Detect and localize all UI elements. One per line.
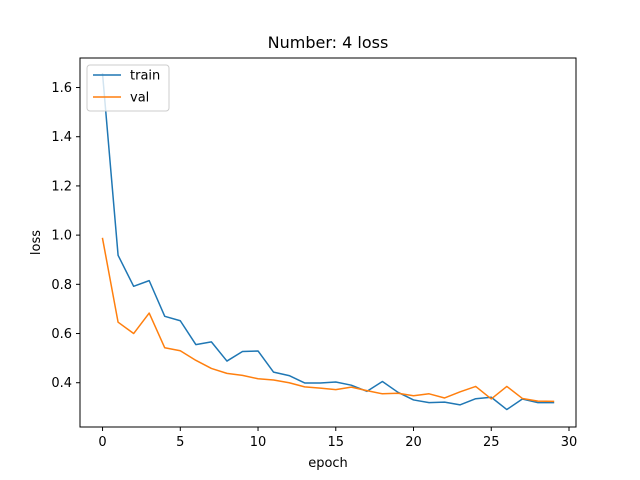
x-tick-label: 0 [98, 435, 106, 450]
y-tick-label: 1.4 [51, 130, 72, 145]
y-tick-label: 1.6 [51, 81, 72, 96]
series-line-val [101, 237, 555, 403]
x-axis-ticks: 0 5 10 15 20 25 30 [98, 427, 577, 450]
legend-label-train: train [130, 69, 160, 84]
x-axis-label: epoch [308, 456, 348, 471]
x-tick-label: 20 [405, 435, 422, 450]
x-tick-label: 5 [176, 435, 184, 450]
x-tick-label: 30 [561, 435, 578, 450]
y-tick-label: 0.8 [51, 278, 72, 293]
y-tick-label: 1.2 [51, 179, 72, 194]
x-tick-label: 15 [328, 435, 345, 450]
series-line-train [101, 73, 555, 411]
legend-box [86, 64, 170, 112]
x-tick-label: 10 [250, 435, 267, 450]
y-tick-label: 1.0 [51, 229, 72, 244]
legend: train val [86, 64, 170, 112]
plot-frame [79, 57, 577, 428]
y-axis-label: loss [29, 230, 44, 255]
x-tick-label: 25 [483, 435, 500, 450]
legend-label-val: val [130, 91, 149, 106]
plot-lines [101, 73, 555, 411]
y-tick-label: 0.4 [51, 376, 72, 391]
y-tick-label: 0.6 [51, 327, 72, 342]
chart-title: Number: 4 loss [268, 33, 389, 52]
y-axis-ticks: 0.4 0.6 0.8 1.0 1.2 1.4 1.6 [51, 81, 80, 391]
